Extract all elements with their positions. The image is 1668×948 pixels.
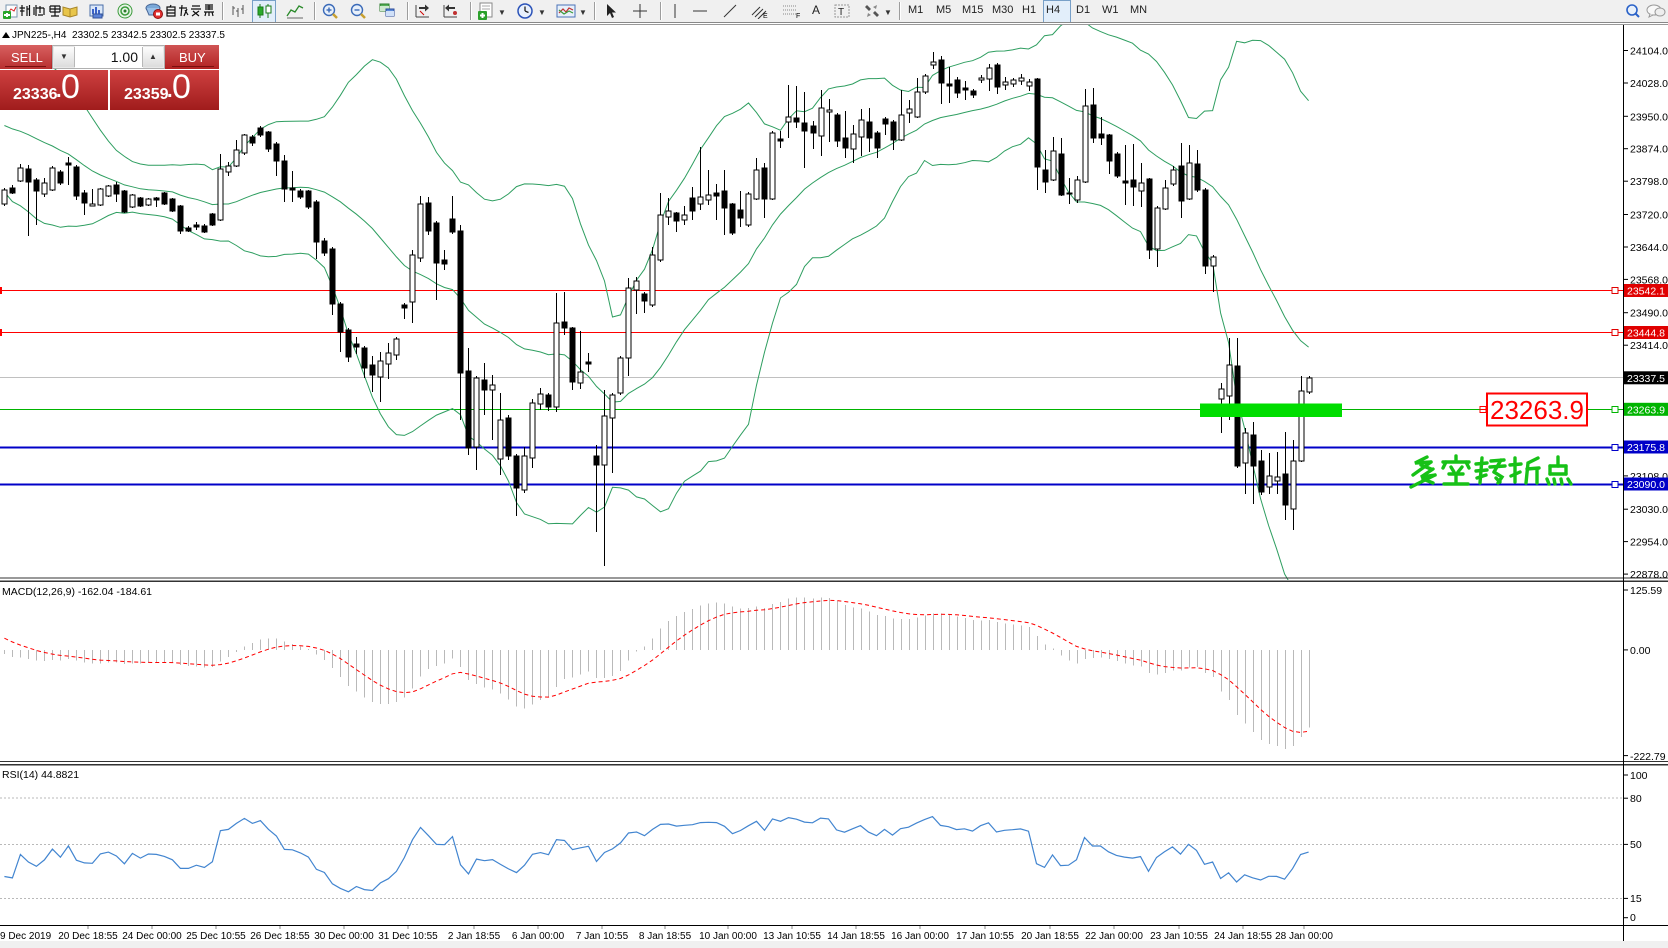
- svg-text:20 Dec 18:55: 20 Dec 18:55: [58, 931, 118, 942]
- svg-text:23444.8: 23444.8: [1627, 328, 1665, 340]
- svg-text:23542.1: 23542.1: [1627, 286, 1665, 298]
- svg-text:15: 15: [1630, 893, 1642, 905]
- svg-text:8 Jan 18:55: 8 Jan 18:55: [639, 931, 692, 942]
- svg-text:0.00: 0.00: [1630, 645, 1651, 657]
- svg-text:23568.0: 23568.0: [1630, 274, 1668, 286]
- svg-text:23090.0: 23090.0: [1627, 479, 1665, 491]
- svg-text:23798.0: 23798.0: [1630, 176, 1668, 188]
- svg-text:22878.0: 22878.0: [1630, 569, 1668, 581]
- svg-text:13 Jan 10:55: 13 Jan 10:55: [763, 931, 821, 942]
- svg-text:23030.0: 23030.0: [1630, 504, 1668, 516]
- svg-text:23720.0: 23720.0: [1630, 210, 1668, 222]
- svg-text:24028.0: 24028.0: [1630, 78, 1668, 90]
- svg-text:50: 50: [1630, 839, 1642, 851]
- svg-text:-222.79: -222.79: [1630, 751, 1666, 763]
- svg-text:100: 100: [1630, 770, 1648, 782]
- svg-text:26 Dec 18:55: 26 Dec 18:55: [250, 931, 310, 942]
- svg-text:23874.0: 23874.0: [1630, 144, 1668, 156]
- svg-text:RSI(14) 44.8821: RSI(14) 44.8821: [2, 769, 79, 781]
- svg-text:24104.0: 24104.0: [1630, 46, 1668, 58]
- svg-text:17 Jan 10:55: 17 Jan 10:55: [956, 931, 1014, 942]
- svg-text:JPN225-,H4 23302.5 23342.5 23: JPN225-,H4 23302.5 23342.5 23302.5 23337…: [12, 30, 225, 41]
- svg-text:24 Jan 18:55: 24 Jan 18:55: [1214, 931, 1272, 942]
- svg-text:80: 80: [1630, 793, 1642, 805]
- svg-text:23 Jan 10:55: 23 Jan 10:55: [1150, 931, 1208, 942]
- svg-text:7 Jan 10:55: 7 Jan 10:55: [576, 931, 629, 942]
- svg-text:MACD(12,26,9) -162.04 -184.61: MACD(12,26,9) -162.04 -184.61: [2, 586, 152, 598]
- svg-text:23263.9: 23263.9: [1490, 395, 1584, 425]
- svg-text:24 Dec 00:00: 24 Dec 00:00: [122, 931, 182, 942]
- svg-text:6 Jan 00:00: 6 Jan 00:00: [512, 931, 565, 942]
- svg-text:30 Dec 00:00: 30 Dec 00:00: [314, 931, 374, 942]
- svg-text:125.59: 125.59: [1630, 585, 1662, 597]
- svg-text:16 Jan 00:00: 16 Jan 00:00: [891, 931, 949, 942]
- svg-text:22 Jan 00:00: 22 Jan 00:00: [1085, 931, 1143, 942]
- svg-text:F: F: [796, 13, 800, 19]
- svg-text:31 Dec 10:55: 31 Dec 10:55: [378, 931, 438, 942]
- svg-text:10 Jan 00:00: 10 Jan 00:00: [699, 931, 757, 942]
- svg-text:23950.0: 23950.0: [1630, 111, 1668, 123]
- svg-text:28 Jan 00:00: 28 Jan 00:00: [1275, 931, 1333, 942]
- svg-text:23490.0: 23490.0: [1630, 308, 1668, 320]
- svg-text:20 Jan 18:55: 20 Jan 18:55: [1021, 931, 1079, 942]
- svg-text:23337.5: 23337.5: [1627, 373, 1665, 385]
- svg-text:14 Jan 18:55: 14 Jan 18:55: [827, 931, 885, 942]
- svg-text:23175.8: 23175.8: [1627, 442, 1665, 454]
- svg-text:T: T: [838, 7, 844, 18]
- svg-text:23414.0: 23414.0: [1630, 340, 1668, 352]
- svg-text:25 Dec 10:55: 25 Dec 10:55: [186, 931, 246, 942]
- svg-text:23263.9: 23263.9: [1627, 404, 1665, 416]
- svg-text:9 Dec 2019: 9 Dec 2019: [0, 931, 52, 942]
- svg-text:0: 0: [1630, 912, 1636, 924]
- svg-text:E: E: [763, 13, 768, 19]
- svg-text:22954.0: 22954.0: [1630, 537, 1668, 549]
- svg-text:2 Jan 18:55: 2 Jan 18:55: [448, 931, 501, 942]
- svg-text:23644.0: 23644.0: [1630, 242, 1668, 254]
